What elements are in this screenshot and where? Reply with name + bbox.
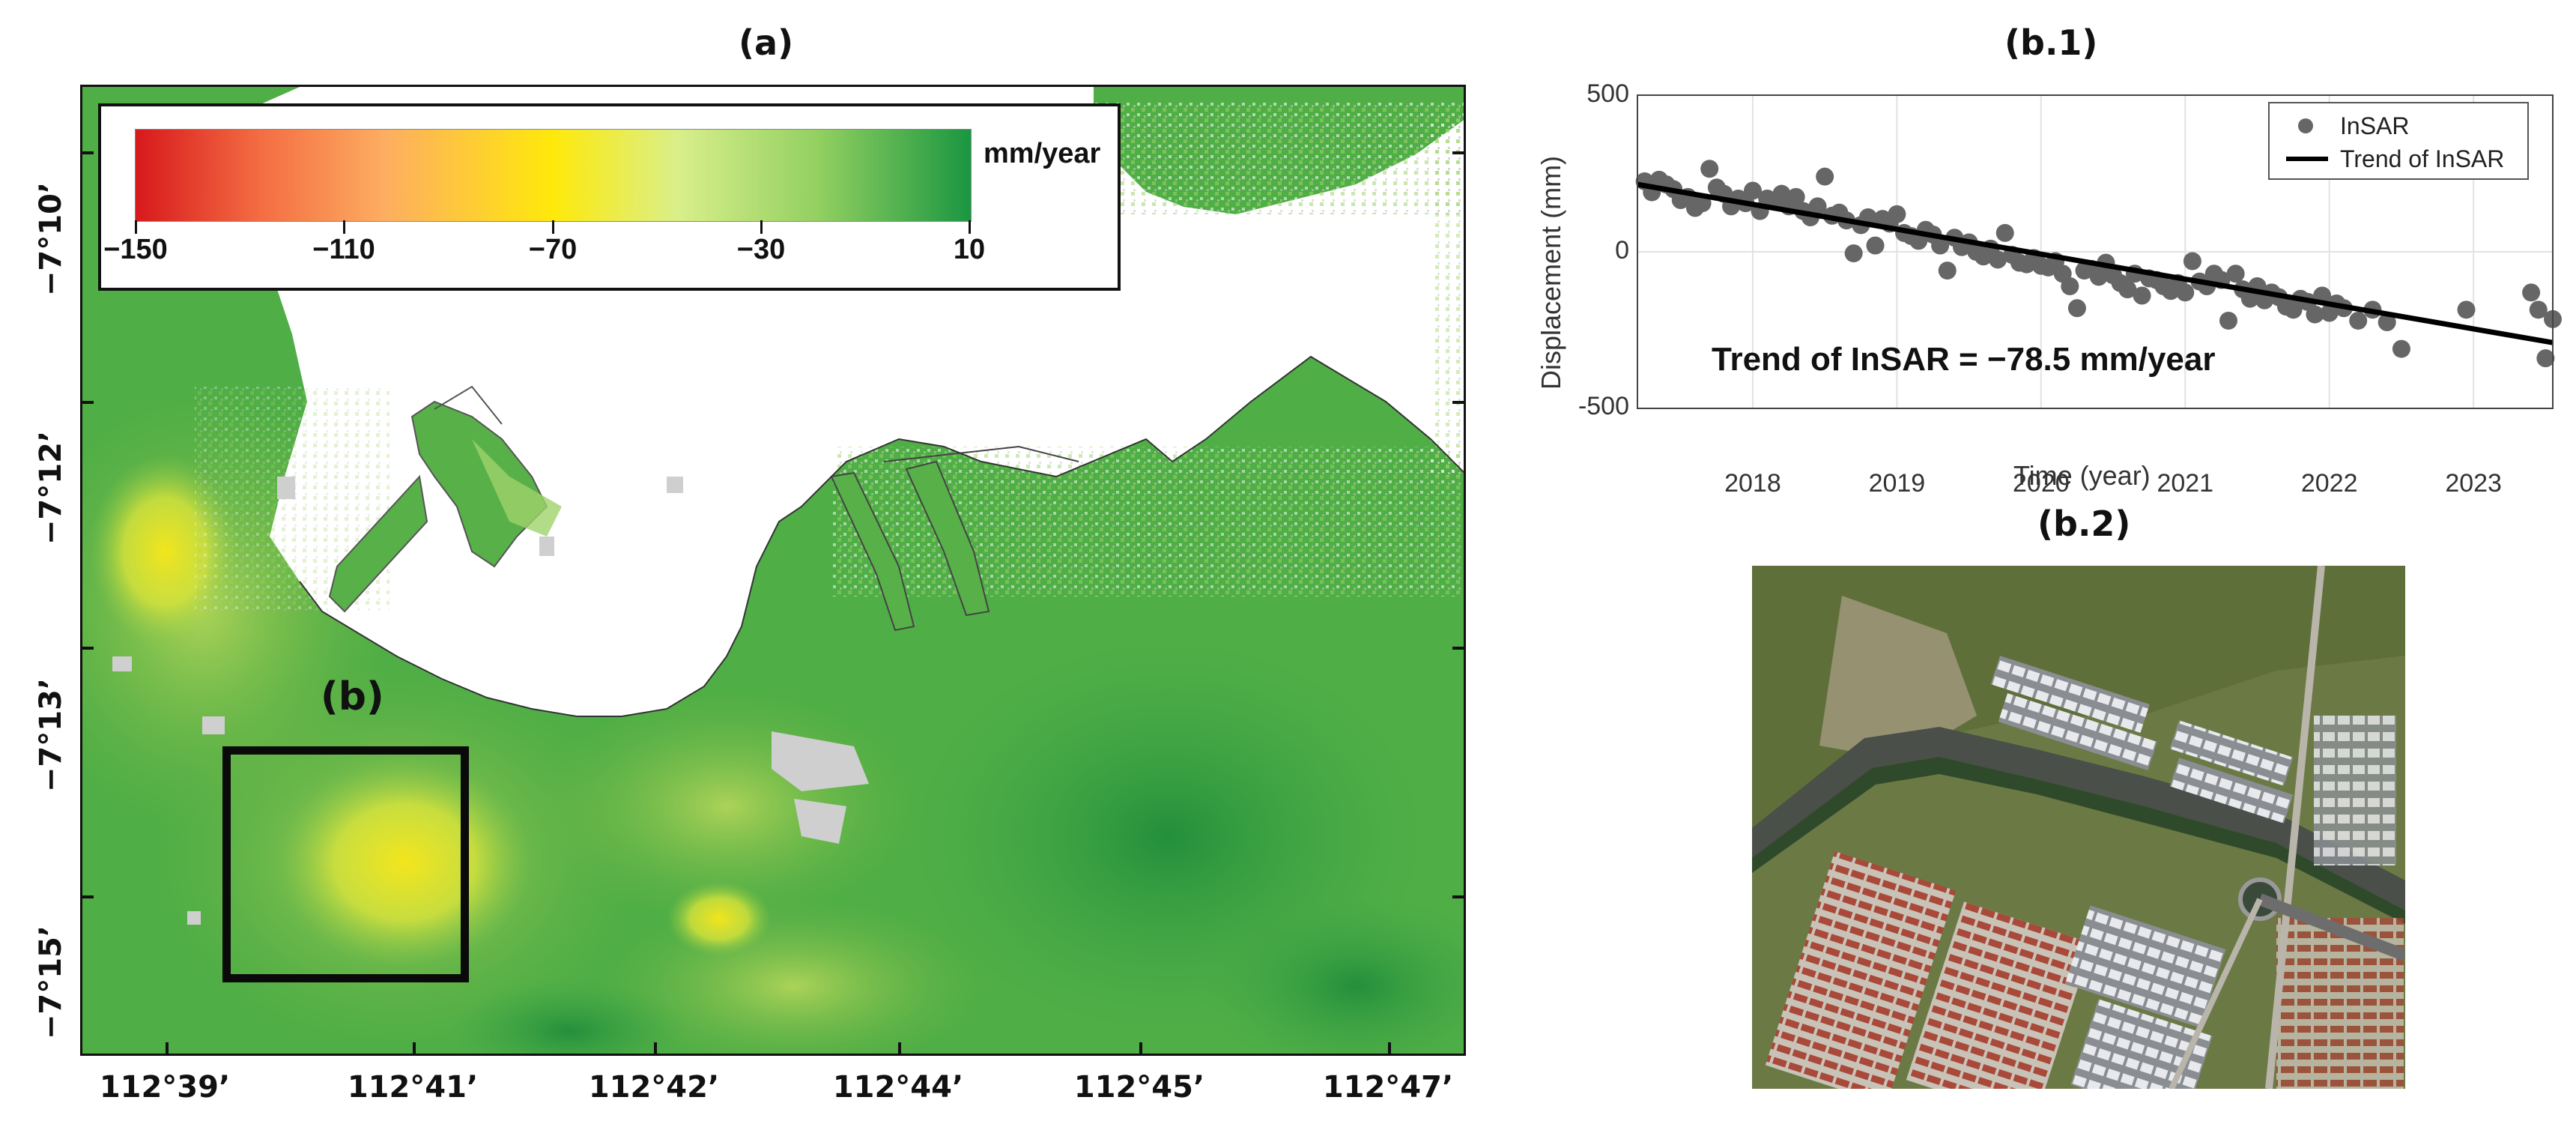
displacement-time-series-chart xyxy=(1635,94,2562,409)
data-point xyxy=(2529,300,2548,319)
data-point xyxy=(2226,265,2245,283)
lon-label: 112°45’ xyxy=(1073,1070,1205,1105)
data-point xyxy=(1808,197,1827,216)
data-point xyxy=(1995,223,2014,242)
data-point xyxy=(1816,167,1834,186)
lon-label: 112°39’ xyxy=(99,1070,231,1105)
lat-label: −7°15’ xyxy=(34,925,68,1040)
data-point xyxy=(1700,160,1719,178)
data-point xyxy=(2392,339,2410,358)
trend-line xyxy=(1637,181,2554,345)
x-tick-label: 2021 xyxy=(2157,469,2214,498)
data-point xyxy=(1888,205,1906,223)
data-point xyxy=(2089,268,2108,286)
trend-annotation: Trend of InSAR = −78.5 mm/year xyxy=(1712,341,2216,378)
colorbar-tick-label: −70 xyxy=(528,234,578,265)
data-point xyxy=(1989,250,2007,269)
lon-label: 112°44’ xyxy=(832,1070,964,1105)
colorbar-tick-label: −30 xyxy=(736,234,786,265)
colorbar-tick-label: −110 xyxy=(312,234,375,265)
colorbar-unit: mm/year xyxy=(984,138,1101,169)
y-tick-label: 0 xyxy=(1615,236,1629,265)
data-point xyxy=(2219,311,2238,330)
data-point xyxy=(1844,244,1863,263)
y-tick-label: 500 xyxy=(1586,79,1629,108)
data-point xyxy=(2183,252,2201,271)
x-tick-label: 2018 xyxy=(1724,469,1781,498)
chart-legend: InSAR Trend of InSAR xyxy=(2268,102,2529,180)
colorbar-gradient xyxy=(135,129,972,222)
panel-b1-title: (b.1) xyxy=(2004,22,2098,63)
colorbar-legend: −150 −110 −70 −30 10 mm/year xyxy=(98,103,1121,291)
legend-item-insar: InSAR xyxy=(2285,111,2409,141)
data-point xyxy=(1786,187,1805,206)
inset-label: (b) xyxy=(321,674,384,719)
colorbar-tick-label: 10 xyxy=(953,234,986,265)
data-point xyxy=(2133,286,2151,305)
data-point xyxy=(2378,313,2396,332)
data-point xyxy=(1866,236,1885,255)
x-tick-label: 2020 xyxy=(2013,469,2070,498)
lon-label: 112°42’ xyxy=(588,1070,720,1105)
legend-label: Trend of InSAR xyxy=(2340,145,2505,172)
x-tick-label: 2022 xyxy=(2300,469,2358,498)
data-point xyxy=(2457,300,2476,319)
satellite-image-svg xyxy=(1752,566,2405,1089)
y-tick-label: -500 xyxy=(1578,392,1629,420)
panel-b2-title: (b.2) xyxy=(2037,504,2131,544)
inset-rectangle xyxy=(222,746,469,982)
x-tick-label: 2023 xyxy=(2445,469,2502,498)
data-point xyxy=(1938,262,1957,280)
x-axis-label: Time (year) xyxy=(2013,460,2151,491)
legend-line-icon xyxy=(2286,157,2328,161)
x-tick-label: 2019 xyxy=(1868,469,1926,498)
legend-label: InSAR xyxy=(2340,112,2410,139)
data-point xyxy=(2118,280,2137,299)
data-point xyxy=(2176,283,2195,302)
legend-item-trend: Trend of InSAR xyxy=(2285,144,2504,174)
data-point xyxy=(2536,349,2555,368)
lon-label: 112°47’ xyxy=(1322,1070,1454,1105)
legend-marker-icon xyxy=(2298,118,2313,133)
chart-trend-line xyxy=(1637,181,2554,345)
data-point xyxy=(2349,311,2368,330)
lat-label: −7°13’ xyxy=(34,677,68,793)
data-point xyxy=(1743,181,1762,200)
colorbar-tick-label: −150 xyxy=(103,234,168,265)
data-point xyxy=(2067,299,2086,318)
lon-label: 112°41’ xyxy=(347,1070,479,1105)
panel-a-title: (a) xyxy=(739,22,794,63)
chart-axes-frame xyxy=(1637,94,2554,409)
data-point xyxy=(2061,277,2079,295)
data-point xyxy=(2306,305,2324,324)
data-point xyxy=(1931,236,1950,255)
satellite-image xyxy=(1752,566,2405,1089)
y-axis-label: Displacement (mm) xyxy=(1536,155,1566,390)
data-point xyxy=(2522,283,2541,302)
